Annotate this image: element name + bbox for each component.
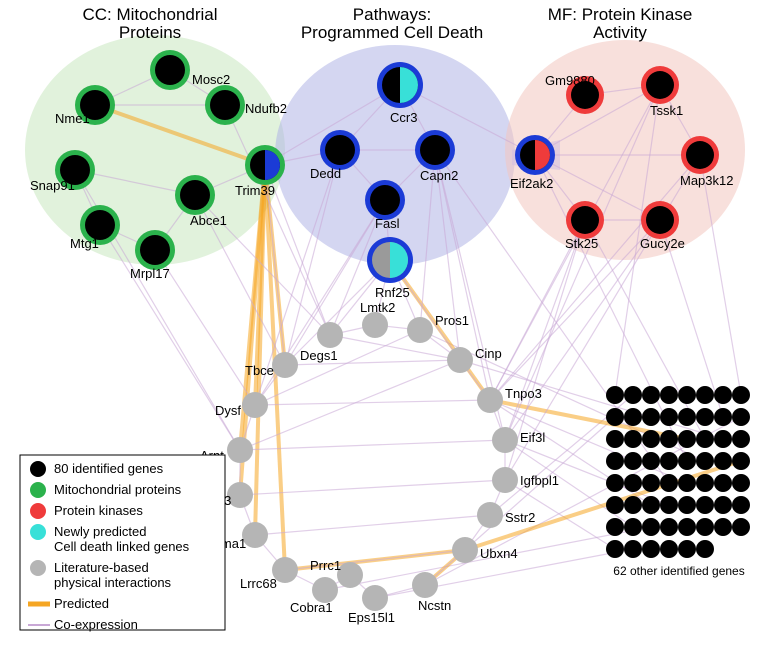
- node-Ccr3: [377, 62, 423, 108]
- svg-text:Lmtk2: Lmtk2: [360, 300, 395, 315]
- node-Pros1: [407, 317, 433, 343]
- node-Arnt: [227, 437, 253, 463]
- svg-text:Cobra1: Cobra1: [290, 600, 333, 615]
- svg-text:Literature-based: Literature-based: [54, 560, 149, 575]
- node-Rnf25: [367, 237, 413, 283]
- svg-text:80 identified genes: 80 identified genes: [54, 461, 164, 476]
- node-Tbce: [272, 352, 298, 378]
- svg-text:Eif3l: Eif3l: [520, 430, 545, 445]
- svg-text:Co-expression: Co-expression: [54, 617, 138, 632]
- node-Cinp: [447, 347, 473, 373]
- svg-text:Tnpo3: Tnpo3: [505, 386, 542, 401]
- node-Eif3l: [492, 427, 518, 453]
- node-Ubxn4: [452, 537, 478, 563]
- node-Mrpl17: [135, 230, 175, 270]
- svg-text:Lrrc68: Lrrc68: [240, 576, 277, 591]
- svg-text:Snap91: Snap91: [30, 178, 75, 193]
- svg-text:62 other identified genes: 62 other identified genes: [613, 564, 744, 578]
- node-Mosc2: [150, 50, 190, 90]
- node-Igfbpl1: [492, 467, 518, 493]
- node-Sstr2: [477, 502, 503, 528]
- svg-text:Fasl: Fasl: [375, 216, 400, 231]
- svg-text:Activity: Activity: [593, 23, 647, 42]
- svg-text:physical interactions: physical interactions: [54, 575, 172, 590]
- node-Dedd: [320, 130, 360, 170]
- svg-text:Pros1: Pros1: [435, 313, 469, 328]
- svg-text:Gucy2e: Gucy2e: [640, 236, 685, 251]
- svg-text:Tbce: Tbce: [245, 363, 274, 378]
- svg-text:Map3k12: Map3k12: [680, 173, 733, 188]
- svg-text:Degs1: Degs1: [300, 348, 338, 363]
- svg-text:Proteins: Proteins: [119, 23, 181, 42]
- svg-text:Ubxn4: Ubxn4: [480, 546, 518, 561]
- svg-text:Nme1: Nme1: [55, 111, 90, 126]
- node-Fasl: [365, 180, 405, 220]
- svg-text:MF: Protein Kinase: MF: Protein Kinase: [548, 5, 693, 24]
- svg-text:Programmed Cell Death: Programmed Cell Death: [301, 23, 483, 42]
- svg-text:Dedd: Dedd: [310, 166, 341, 181]
- svg-text:Cell death linked genes: Cell death linked genes: [54, 539, 190, 554]
- svg-text:Cinp: Cinp: [475, 346, 502, 361]
- node-Stk25: [566, 201, 604, 239]
- node-Gucy2e: [641, 201, 679, 239]
- svg-text:Newly predicted: Newly predicted: [54, 524, 147, 539]
- node-Tssk1: [641, 66, 679, 104]
- svg-text:Trim39: Trim39: [235, 183, 275, 198]
- svg-text:Mtg1: Mtg1: [70, 236, 99, 251]
- node-Map3k12: [681, 136, 719, 174]
- svg-text:Rnf25: Rnf25: [375, 285, 410, 300]
- svg-text:Predicted: Predicted: [54, 596, 109, 611]
- svg-text:Mrpl17: Mrpl17: [130, 266, 170, 281]
- svg-text:Mosc2: Mosc2: [192, 72, 230, 87]
- svg-text:Prrc1: Prrc1: [310, 558, 341, 573]
- svg-text:Eif2ak2: Eif2ak2: [510, 176, 553, 191]
- svg-text:Mitochondrial proteins: Mitochondrial proteins: [54, 482, 182, 497]
- svg-text:Protein kinases: Protein kinases: [54, 503, 143, 518]
- svg-text:CC: Mitochondrial: CC: Mitochondrial: [82, 5, 217, 24]
- node-Capn2: [415, 130, 455, 170]
- svg-text:Ccr3: Ccr3: [390, 110, 417, 125]
- node-Ndufb2: [205, 85, 245, 125]
- node-Tnpo3: [477, 387, 503, 413]
- svg-text:Dysf: Dysf: [215, 403, 241, 418]
- svg-text:Ndufb2: Ndufb2: [245, 101, 287, 116]
- node-Dysf: [242, 392, 268, 418]
- svg-text:Sstr2: Sstr2: [505, 510, 535, 525]
- node-Ncstn: [412, 572, 438, 598]
- svg-text:Gm9880: Gm9880: [545, 73, 595, 88]
- svg-text:Igfbpl1: Igfbpl1: [520, 473, 559, 488]
- svg-text:Capn2: Capn2: [420, 168, 458, 183]
- svg-text:Abce1: Abce1: [190, 213, 227, 228]
- network-diagram: CC: MitochondrialProteins Pathways:Progra…: [0, 0, 775, 663]
- node-Eps15l1: [362, 585, 388, 611]
- node-Trim39: [245, 145, 285, 185]
- svg-text:Ncstn: Ncstn: [418, 598, 451, 613]
- svg-text:Tssk1: Tssk1: [650, 103, 683, 118]
- node-Lmtk2: [362, 312, 388, 338]
- node-Degs1: [317, 322, 343, 348]
- node-Abce1: [175, 175, 215, 215]
- svg-text:Pathways:: Pathways:: [353, 5, 431, 24]
- svg-text:Stk25: Stk25: [565, 236, 598, 251]
- node-Eif2ak2: [515, 135, 555, 175]
- svg-text:Eps15l1: Eps15l1: [348, 610, 395, 625]
